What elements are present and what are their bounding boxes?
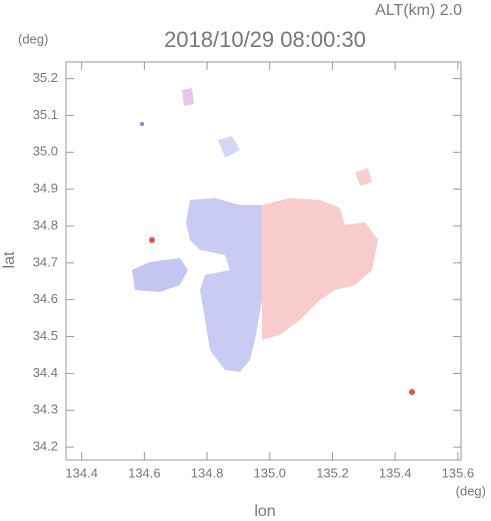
receding-region	[355, 168, 372, 186]
y-tick-label: 34.3	[33, 402, 58, 417]
echo-spot	[409, 389, 415, 395]
y-unit: (deg)	[18, 31, 48, 46]
approaching-region	[186, 198, 262, 372]
y-axis-label: lat	[1, 251, 18, 268]
altitude-label: ALT(km) 2.0	[375, 2, 462, 19]
receding-region	[262, 198, 378, 340]
velocity-field	[132, 88, 415, 395]
x-tick-label: 135.2	[316, 465, 349, 480]
y-tick-label: 34.7	[33, 254, 58, 269]
y-tick-label: 34.8	[33, 217, 58, 232]
mixed-region	[182, 88, 194, 106]
echo-spot	[140, 122, 144, 126]
chart-title: 2018/10/29 08:00:30	[164, 27, 366, 52]
x-axis-label: lon	[254, 503, 275, 520]
x-tick-label: 135.0	[253, 465, 286, 480]
y-tick-label: 34.4	[33, 365, 58, 380]
y-tick-label: 34.9	[33, 181, 58, 196]
approaching-region	[132, 258, 188, 292]
y-tick-label: 35.0	[33, 144, 58, 159]
x-tick-label: 134.4	[65, 465, 98, 480]
y-tick-label: 34.5	[33, 328, 58, 343]
x-tick-label: 134.8	[191, 465, 224, 480]
x-tick-label: 135.6	[442, 465, 475, 480]
y-tick-label: 34.6	[33, 291, 58, 306]
echo-spot	[149, 237, 155, 243]
x-tick-label: 135.4	[379, 465, 412, 480]
y-tick-label: 35.1	[33, 107, 58, 122]
plot-frame	[65, 61, 462, 461]
x-tick-label: 134.6	[128, 465, 161, 480]
y-tick-label: 34.2	[33, 439, 58, 454]
approaching-region	[218, 136, 240, 158]
y-tick-label: 35.2	[33, 70, 58, 85]
x-unit: (deg)	[456, 483, 486, 498]
